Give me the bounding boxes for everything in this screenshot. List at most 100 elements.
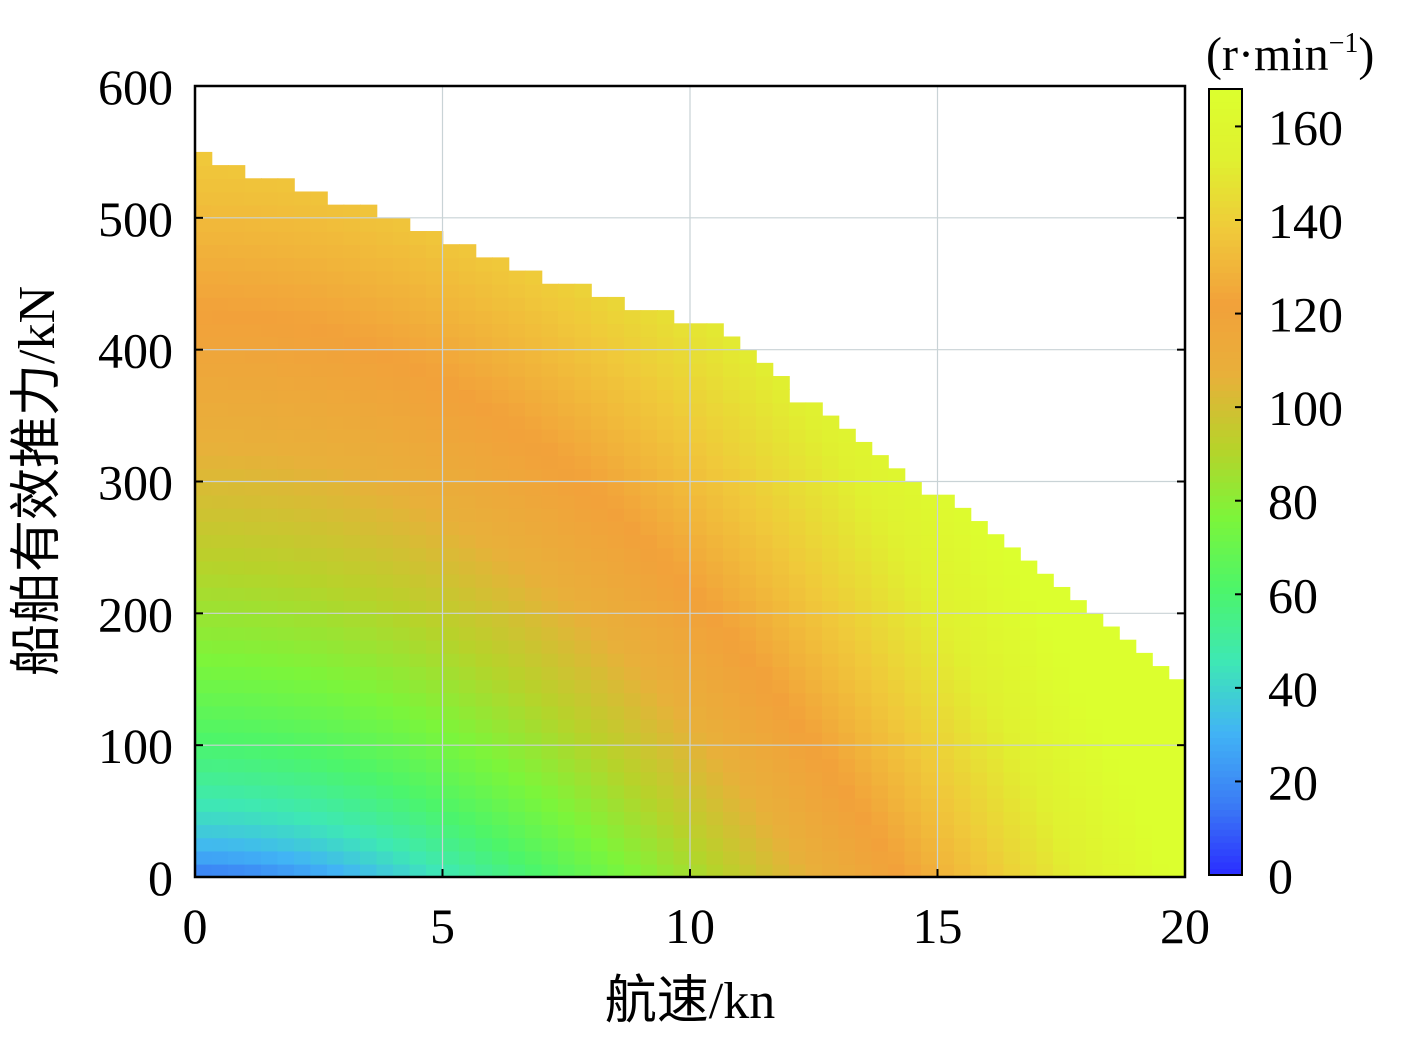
x-tick-label: 10 bbox=[665, 898, 715, 954]
heatmap-cell bbox=[327, 441, 345, 456]
heatmap-cell bbox=[921, 863, 939, 877]
heatmap-cell bbox=[360, 204, 378, 219]
heatmap-cell bbox=[904, 837, 922, 852]
heatmap-cell bbox=[822, 441, 840, 456]
colorbar-tick-label: 140 bbox=[1268, 193, 1343, 249]
colorbar-segment bbox=[1209, 829, 1242, 837]
heatmap-cell bbox=[558, 323, 576, 338]
heatmap-cell bbox=[442, 521, 460, 536]
heatmap-cell bbox=[723, 784, 741, 799]
heatmap-cell bbox=[970, 850, 988, 865]
heatmap-cell bbox=[904, 586, 922, 601]
heatmap-cell bbox=[723, 679, 741, 694]
heatmap-cell bbox=[937, 626, 955, 641]
heatmap-cell bbox=[690, 573, 708, 588]
heatmap-cell bbox=[756, 560, 774, 575]
heatmap-cell bbox=[657, 679, 675, 694]
heatmap-cell bbox=[1003, 692, 1021, 707]
heatmap-cell bbox=[789, 718, 807, 733]
heatmap-cell bbox=[492, 850, 510, 865]
heatmap-cell bbox=[706, 824, 724, 839]
heatmap-cell bbox=[261, 178, 279, 193]
heatmap-cell bbox=[393, 270, 411, 285]
heatmap-cell bbox=[343, 336, 361, 351]
colorbar-segment bbox=[1209, 789, 1242, 797]
heatmap-cell bbox=[624, 679, 642, 694]
heatmap-cell bbox=[904, 718, 922, 733]
heatmap-cell bbox=[640, 652, 658, 667]
heatmap-cell bbox=[591, 705, 609, 720]
heatmap-cell bbox=[1003, 771, 1021, 786]
heatmap-cell bbox=[426, 468, 444, 483]
heatmap-cell bbox=[525, 455, 543, 470]
heatmap-cell bbox=[871, 784, 889, 799]
heatmap-cell bbox=[409, 270, 427, 285]
heatmap-cell bbox=[525, 797, 543, 812]
heatmap-cell bbox=[475, 441, 493, 456]
heatmap-cell bbox=[277, 217, 295, 232]
heatmap-cell bbox=[310, 217, 328, 232]
colorbar-segment bbox=[1209, 685, 1242, 693]
heatmap-cell bbox=[376, 455, 394, 470]
heatmap-cell bbox=[1036, 758, 1054, 773]
heatmap-cell bbox=[459, 494, 477, 509]
heatmap-cell bbox=[327, 270, 345, 285]
heatmap-cell bbox=[723, 731, 741, 746]
heatmap-cell bbox=[310, 428, 328, 443]
heatmap-cell bbox=[756, 692, 774, 707]
heatmap-cell bbox=[558, 507, 576, 522]
heatmap-cell bbox=[360, 679, 378, 694]
heatmap-cell bbox=[789, 441, 807, 456]
heatmap-cell bbox=[459, 824, 477, 839]
heatmap-cell bbox=[1168, 837, 1185, 852]
heatmap-cell bbox=[772, 600, 790, 615]
heatmap-cell bbox=[987, 811, 1005, 826]
heatmap-cell bbox=[1119, 758, 1137, 773]
heatmap-cell bbox=[310, 613, 328, 628]
heatmap-cell bbox=[838, 560, 856, 575]
heatmap-cell bbox=[1020, 600, 1038, 615]
heatmap-cell bbox=[706, 797, 724, 812]
colorbar-segment bbox=[1209, 226, 1242, 234]
heatmap-cell bbox=[244, 244, 262, 259]
heatmap-cell bbox=[244, 758, 262, 773]
heatmap-cell bbox=[228, 494, 246, 509]
heatmap-cell bbox=[673, 441, 691, 456]
heatmap-cell bbox=[1020, 613, 1038, 628]
heatmap-cell bbox=[195, 547, 213, 562]
heatmap-cell bbox=[360, 705, 378, 720]
colorbar-segment bbox=[1209, 193, 1242, 201]
heatmap-cell bbox=[690, 718, 708, 733]
heatmap-cell bbox=[261, 586, 279, 601]
heatmap-cell bbox=[987, 573, 1005, 588]
heatmap-cell bbox=[1152, 666, 1170, 681]
heatmap-cell bbox=[838, 534, 856, 549]
heatmap-cell bbox=[657, 771, 675, 786]
heatmap-cell bbox=[360, 521, 378, 536]
heatmap-cell bbox=[228, 824, 246, 839]
heatmap-cell bbox=[690, 323, 708, 338]
heatmap-cell bbox=[888, 613, 906, 628]
heatmap-cell bbox=[970, 797, 988, 812]
heatmap-cell bbox=[739, 705, 757, 720]
heatmap-cell bbox=[277, 547, 295, 562]
heatmap-cell bbox=[838, 679, 856, 694]
heatmap-cell bbox=[888, 837, 906, 852]
heatmap-cell bbox=[871, 797, 889, 812]
heatmap-cell bbox=[459, 613, 477, 628]
heatmap-cell bbox=[244, 573, 262, 588]
heatmap-cell bbox=[789, 731, 807, 746]
heatmap-cell bbox=[508, 349, 526, 364]
heatmap-cell bbox=[1102, 824, 1120, 839]
heatmap-cell bbox=[624, 784, 642, 799]
heatmap-cell bbox=[409, 481, 427, 496]
heatmap-cell bbox=[772, 389, 790, 404]
colorbar-segment bbox=[1209, 750, 1242, 758]
heatmap-cell bbox=[574, 586, 592, 601]
heatmap-cell bbox=[1020, 560, 1038, 575]
heatmap-cell bbox=[1053, 745, 1071, 760]
heatmap-cell bbox=[442, 758, 460, 773]
heatmap-cell bbox=[1152, 850, 1170, 865]
heatmap-cell bbox=[1102, 811, 1120, 826]
heatmap-cell bbox=[277, 679, 295, 694]
